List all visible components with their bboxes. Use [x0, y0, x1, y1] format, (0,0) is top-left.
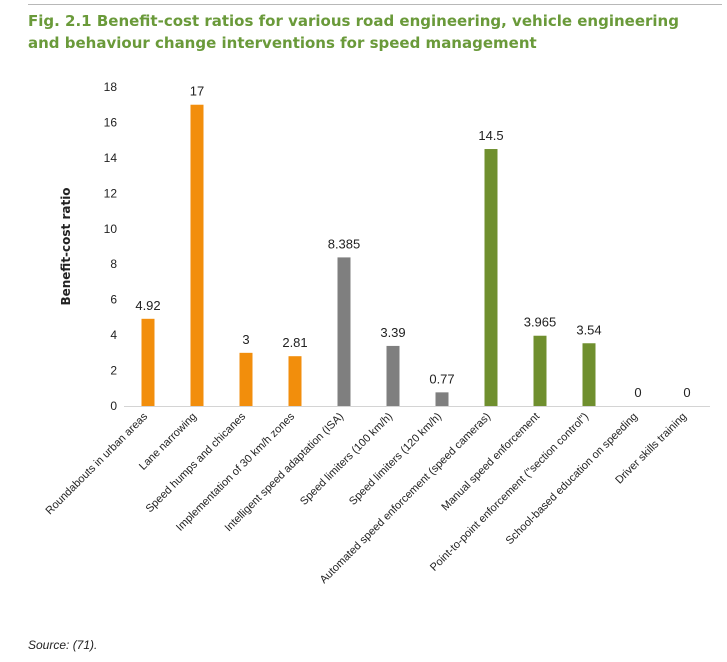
y-tick-label: 18 — [104, 80, 118, 94]
value-label: 0 — [634, 385, 641, 400]
bar-chart: 0 2 4 6 8 10 12 14 16 18 Benefit-cost ratio 4.92 1… — [43, 80, 710, 586]
source-note: Source: (71). — [28, 638, 98, 652]
bar — [484, 149, 498, 406]
value-label: 3.54 — [576, 322, 601, 337]
value-label: 17 — [190, 84, 204, 99]
bar — [435, 392, 449, 406]
bar — [337, 257, 351, 406]
x-tick-label: Automated speed enforcement (speed camer… — [318, 411, 493, 586]
y-tick-label: 0 — [110, 399, 117, 413]
bar — [533, 335, 547, 406]
y-tick-label: 4 — [110, 328, 117, 342]
bar — [141, 318, 155, 406]
y-tick-label: 6 — [110, 293, 117, 307]
y-tick-label: 10 — [104, 222, 118, 236]
y-tick-label: 16 — [104, 115, 118, 129]
y-tick-label: 8 — [110, 257, 117, 271]
x-tick-label: Speed limiters (120 km/h) — [347, 411, 444, 508]
x-tick-label: Speed humps and chicanes — [144, 410, 249, 515]
x-tick-label: Manual speed enforcement — [439, 411, 542, 514]
bar — [386, 345, 400, 406]
value-label: 14.5 — [478, 128, 503, 143]
value-labels: 4.92 17 3 2.81 8.385 3.39 0.77 14.5 3.965 3.54 0 0 — [135, 84, 690, 400]
bar — [288, 356, 302, 406]
value-label: 3.965 — [524, 315, 557, 330]
x-tick-label: Roundabouts in urban areas — [43, 410, 150, 517]
y-tick-label: 14 — [104, 151, 118, 165]
bar — [239, 352, 253, 406]
x-tick-label: Speed limiters (100 km/h) — [298, 411, 395, 508]
figure-title: Fig. 2.1 Benefit-cost ratios for various… — [28, 12, 679, 52]
value-label: 2.81 — [282, 335, 307, 350]
value-label: 0 — [683, 385, 690, 400]
value-label: 0.77 — [429, 371, 454, 386]
y-tick-label: 12 — [104, 186, 118, 200]
y-axis-label: Benefit-cost ratio — [59, 187, 73, 305]
value-label: 3 — [242, 332, 249, 347]
y-tick-label: 2 — [110, 364, 117, 378]
value-label: 3.39 — [380, 325, 405, 340]
bar — [190, 104, 204, 406]
title-rule — [28, 4, 722, 5]
bars — [141, 104, 596, 406]
value-label: 8.385 — [328, 236, 361, 251]
bar — [582, 343, 596, 406]
y-axis: 0 2 4 6 8 10 12 14 16 18 — [104, 80, 118, 413]
value-label: 4.92 — [135, 298, 160, 313]
